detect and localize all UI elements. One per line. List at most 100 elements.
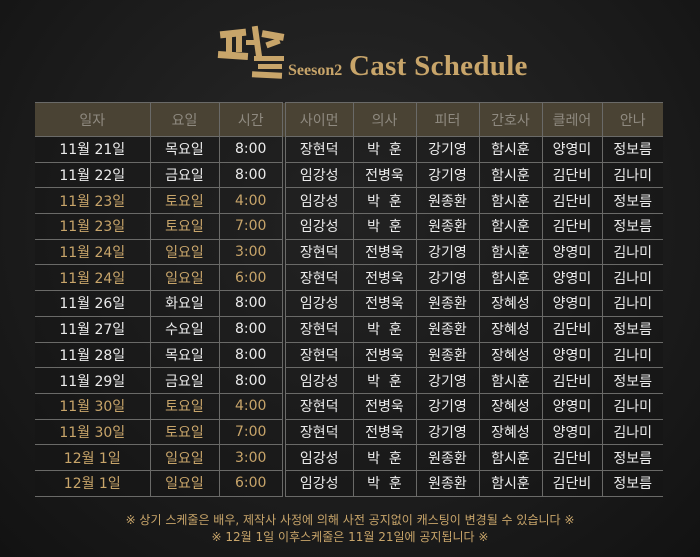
- column-header: 클레어: [541, 102, 603, 137]
- table-cell: 일요일: [149, 238, 220, 266]
- table-cell: 토요일: [149, 187, 220, 215]
- column-header: 의사: [352, 102, 417, 137]
- table-cell: 함시훈: [478, 213, 543, 240]
- notice-line-1: ※ 상기 스케줄은 배우, 제작사 사정에 의해 사전 공지없이 캐스팅이 변경…: [125, 513, 575, 527]
- table-cell: 12월 1일: [35, 469, 151, 497]
- table-cell: 전병욱: [352, 264, 417, 292]
- table-row: 11월 23일 토요일 7:00 임강성 박 훈 원종환 함시훈 김단비 정보름: [35, 213, 663, 240]
- table-cell: 강기영: [415, 238, 480, 266]
- table-cell: 양영미: [541, 418, 603, 446]
- table-cell: 양영미: [541, 341, 603, 369]
- table-cell: 11월 30일: [35, 392, 151, 420]
- table-cell: 장현덕: [282, 238, 354, 266]
- page-title: Cast Schedule: [349, 50, 528, 82]
- table-cell: 금요일: [149, 367, 220, 394]
- table-row: 11월 30일 토요일 4:00 장현덕 전병욱 강기영 장혜성 양영미 김나미: [35, 392, 663, 420]
- column-header: 피터: [415, 102, 480, 137]
- table-cell: 김나미: [601, 418, 663, 446]
- table-cell: 12월 1일: [35, 444, 151, 471]
- table-cell: 정보름: [601, 136, 663, 163]
- table-cell: 토요일: [149, 418, 220, 446]
- season-label: Seeson2: [288, 62, 343, 79]
- column-header: 간호사: [478, 102, 543, 137]
- table-cell: 원종환: [415, 315, 480, 343]
- table-cell: 박 훈: [352, 213, 417, 240]
- table-cell: 11월 26일: [35, 290, 151, 317]
- column-header: 일자: [35, 102, 151, 137]
- table-cell: 함시훈: [478, 187, 543, 215]
- table-cell: 박 훈: [352, 444, 417, 471]
- table-cell: 양영미: [541, 290, 603, 317]
- table-cell: 3:00: [218, 444, 285, 471]
- table-cell: 함시훈: [478, 367, 543, 394]
- table-cell: 김나미: [601, 161, 663, 189]
- table-cell: 김나미: [601, 392, 663, 420]
- table-cell: 김나미: [601, 264, 663, 292]
- table-cell: 전병욱: [352, 238, 417, 266]
- table-cell: 원종환: [415, 444, 480, 471]
- table-cell: 강기영: [415, 264, 480, 292]
- table-cell: 정보름: [601, 367, 663, 394]
- table-row: 11월 27일 수요일 8:00 장현덕 박 훈 원종환 장혜성 김단비 정보름: [35, 315, 663, 343]
- table-cell: 김단비: [541, 367, 603, 394]
- table-cell: 장혜성: [478, 290, 543, 317]
- table-cell: 원종환: [415, 290, 480, 317]
- table-row: 11월 29일 금요일 8:00 임강성 박 훈 강기영 함시훈 김단비 정보름: [35, 367, 663, 394]
- table-cell: 함시훈: [478, 469, 543, 497]
- column-header: 시간: [218, 102, 285, 137]
- table-cell: 함시훈: [478, 444, 543, 471]
- table-cell: 정보름: [601, 469, 663, 497]
- table-cell: 원종환: [415, 187, 480, 215]
- table-cell: 11월 23일: [35, 213, 151, 240]
- table-cell: 임강성: [282, 161, 354, 189]
- table-cell: 전병욱: [352, 341, 417, 369]
- table-cell: 함시훈: [478, 161, 543, 189]
- table-cell: 박 훈: [352, 315, 417, 343]
- table-cell: 원종환: [415, 213, 480, 240]
- table-row: 11월 22일 금요일 8:00 임강성 전병욱 강기영 함시훈 김단비 김나미: [35, 161, 663, 189]
- table-cell: 김단비: [541, 469, 603, 497]
- table-cell: 양영미: [541, 392, 603, 420]
- table-row: 11월 23일 토요일 4:00 임강성 박 훈 원종환 함시훈 김단비 정보름: [35, 187, 663, 215]
- table-cell: 박 훈: [352, 136, 417, 163]
- table-cell: 김단비: [541, 161, 603, 189]
- table-cell: 임강성: [282, 367, 354, 394]
- table-cell: 정보름: [601, 187, 663, 215]
- table-cell: 정보름: [601, 315, 663, 343]
- table-row: 11월 21일 목요일 8:00 장현덕 박 훈 강기영 함시훈 양영미 정보름: [35, 136, 663, 163]
- table-cell: 김나미: [601, 290, 663, 317]
- table-cell: 8:00: [218, 367, 285, 394]
- table-cell: 박 훈: [352, 187, 417, 215]
- table-cell: 강기영: [415, 392, 480, 420]
- table-cell: 전병욱: [352, 161, 417, 189]
- table-cell: 전병욱: [352, 418, 417, 446]
- table-cell: 8:00: [218, 290, 285, 317]
- table-cell: 일요일: [149, 264, 220, 292]
- table-cell: 강기영: [415, 418, 480, 446]
- table-cell: 11월 23일: [35, 187, 151, 215]
- table-cell: 임강성: [282, 290, 354, 317]
- table-cell: 임강성: [282, 187, 354, 215]
- table-cell: 장현덕: [282, 392, 354, 420]
- table-cell: 6:00: [218, 469, 285, 497]
- table-row: 11월 24일 일요일 6:00 장현덕 전병욱 강기영 함시훈 양영미 김나미: [35, 264, 663, 292]
- table-row: 12월 1일 일요일 6:00 임강성 박 훈 원종환 함시훈 김단비 정보름: [35, 469, 663, 497]
- table-cell: 11월 29일: [35, 367, 151, 394]
- table-cell: 수요일: [149, 315, 220, 343]
- table-cell: 8:00: [218, 315, 285, 343]
- table-cell: 8:00: [218, 161, 285, 189]
- table-cell: 박 훈: [352, 367, 417, 394]
- table-cell: 장혜성: [478, 392, 543, 420]
- table-cell: 장혜성: [478, 315, 543, 343]
- table-cell: 양영미: [541, 136, 603, 163]
- puzzle-logo: [217, 25, 285, 79]
- table-cell: 장혜성: [478, 418, 543, 446]
- table-cell: 함시훈: [478, 264, 543, 292]
- table-cell: 4:00: [218, 392, 285, 420]
- table-cell: 강기영: [415, 136, 480, 163]
- table-cell: 김나미: [601, 341, 663, 369]
- table-cell: 장현덕: [282, 341, 354, 369]
- notice: ※ 상기 스케줄은 배우, 제작사 사정에 의해 사전 공지없이 캐스팅이 변경…: [0, 512, 700, 546]
- table-cell: 김단비: [541, 213, 603, 240]
- table-cell: 김단비: [541, 187, 603, 215]
